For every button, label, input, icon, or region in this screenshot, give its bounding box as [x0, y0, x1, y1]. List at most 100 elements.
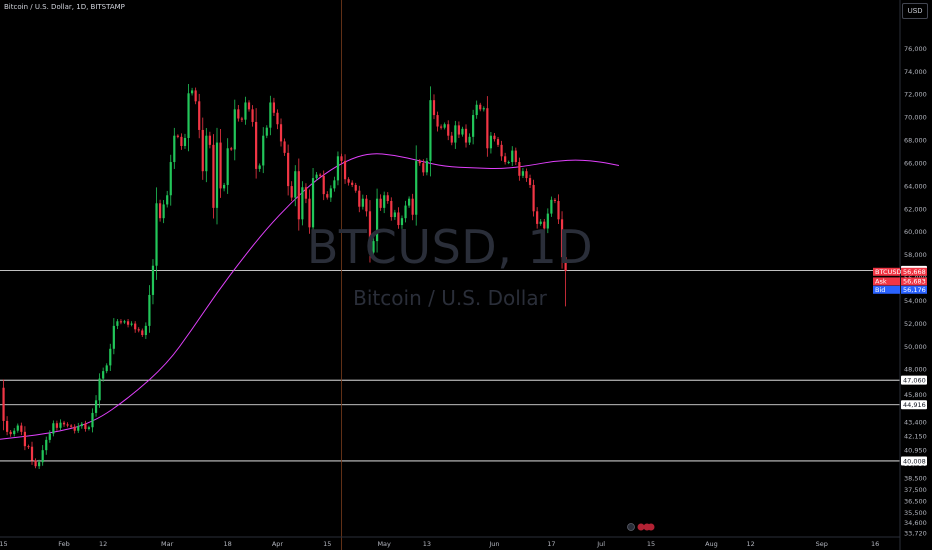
candle[interactable] [240, 116, 243, 123]
candle[interactable] [148, 285, 151, 333]
candle[interactable] [219, 129, 222, 198]
candle[interactable] [564, 252, 567, 307]
candle[interactable] [180, 133, 183, 150]
candle[interactable] [255, 108, 258, 179]
us-flag-icon[interactable] [647, 523, 655, 531]
candle[interactable] [126, 318, 130, 328]
candle[interactable] [404, 200, 407, 223]
candle[interactable] [13, 428, 16, 437]
candle[interactable] [361, 194, 364, 210]
candle[interactable] [244, 96, 247, 125]
candle[interactable] [20, 422, 23, 436]
currency-button[interactable]: USD [902, 3, 928, 19]
candle[interactable] [297, 158, 300, 231]
candle[interactable] [162, 200, 165, 224]
candle[interactable] [429, 86, 432, 177]
candle[interactable] [45, 436, 48, 455]
candle[interactable] [230, 146, 233, 151]
candle[interactable] [308, 189, 311, 234]
candle[interactable] [102, 367, 105, 382]
candle[interactable] [415, 145, 418, 226]
candle[interactable] [511, 146, 514, 166]
candle[interactable] [336, 151, 340, 186]
level-price-label[interactable]: 47,060 [901, 375, 927, 385]
candle[interactable] [272, 97, 276, 117]
candle[interactable] [329, 185, 332, 202]
candle[interactable] [158, 199, 162, 222]
candle[interactable] [258, 163, 261, 172]
candle[interactable] [450, 131, 453, 146]
candle[interactable] [397, 207, 400, 229]
candle[interactable] [301, 181, 304, 226]
candle[interactable] [393, 209, 396, 220]
candle[interactable] [80, 421, 83, 429]
candle[interactable] [283, 138, 286, 156]
candle[interactable] [326, 191, 329, 200]
candle[interactable] [98, 373, 101, 408]
us-flag-icon[interactable] [637, 523, 645, 531]
candle[interactable] [386, 192, 389, 204]
candle[interactable] [194, 87, 197, 105]
candle[interactable] [73, 424, 76, 434]
candle[interactable] [155, 187, 158, 280]
candle[interactable] [112, 318, 115, 355]
candle[interactable] [198, 93, 201, 139]
candle[interactable] [62, 420, 66, 427]
candle[interactable] [500, 140, 503, 161]
candle[interactable] [482, 106, 485, 112]
candle[interactable] [539, 218, 542, 226]
candle[interactable] [16, 423, 19, 433]
candle[interactable] [407, 196, 411, 208]
candle[interactable] [479, 102, 482, 112]
candle[interactable] [504, 152, 507, 165]
candle[interactable] [66, 422, 69, 428]
candle[interactable] [290, 181, 293, 202]
candle[interactable] [91, 408, 94, 433]
candle[interactable] [247, 100, 251, 112]
candle[interactable] [151, 259, 155, 305]
candle[interactable] [87, 425, 91, 431]
candle[interactable] [557, 194, 560, 224]
candle[interactable] [119, 319, 123, 325]
candle[interactable] [543, 218, 546, 233]
candle[interactable] [454, 120, 457, 149]
candle[interactable] [134, 321, 137, 333]
candle[interactable] [447, 120, 450, 141]
candle[interactable] [52, 420, 55, 437]
candle[interactable] [472, 109, 475, 145]
candle[interactable] [38, 459, 41, 469]
candle[interactable] [340, 153, 343, 164]
candle[interactable] [432, 94, 436, 120]
candle[interactable] [41, 445, 44, 466]
candle[interactable] [34, 458, 37, 469]
candle[interactable] [347, 177, 350, 186]
candle[interactable] [109, 343, 112, 371]
candle[interactable] [368, 200, 372, 263]
candle[interactable] [201, 117, 204, 180]
candle[interactable] [521, 167, 525, 179]
candle[interactable] [553, 197, 557, 204]
event-icon[interactable] [627, 523, 635, 531]
candle[interactable] [560, 211, 564, 269]
candle[interactable] [183, 133, 187, 149]
candle[interactable] [287, 144, 290, 196]
candle[interactable] [489, 132, 493, 154]
candle[interactable] [23, 426, 27, 451]
candle[interactable] [425, 157, 428, 176]
level-price-label[interactable]: 40,008 [901, 456, 927, 466]
candle[interactable] [137, 327, 140, 333]
candle[interactable] [141, 328, 144, 337]
candle[interactable] [379, 194, 382, 211]
candle[interactable] [233, 99, 236, 161]
price-tag[interactable]: BTCUSD 56,668 [873, 267, 927, 276]
candle[interactable] [468, 133, 471, 146]
candle[interactable] [176, 134, 179, 139]
candle[interactable] [30, 441, 34, 465]
candle[interactable] [528, 174, 532, 188]
price-tag[interactable]: Ask 56,683 [873, 277, 927, 286]
candle[interactable] [536, 207, 539, 229]
candle[interactable] [518, 157, 521, 181]
candle[interactable] [27, 444, 30, 449]
candle[interactable] [493, 133, 496, 142]
